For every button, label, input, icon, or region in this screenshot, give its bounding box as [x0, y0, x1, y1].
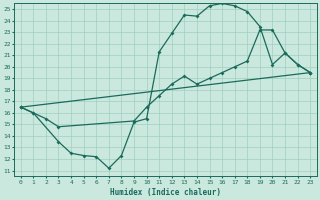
- X-axis label: Humidex (Indice chaleur): Humidex (Indice chaleur): [110, 188, 221, 197]
